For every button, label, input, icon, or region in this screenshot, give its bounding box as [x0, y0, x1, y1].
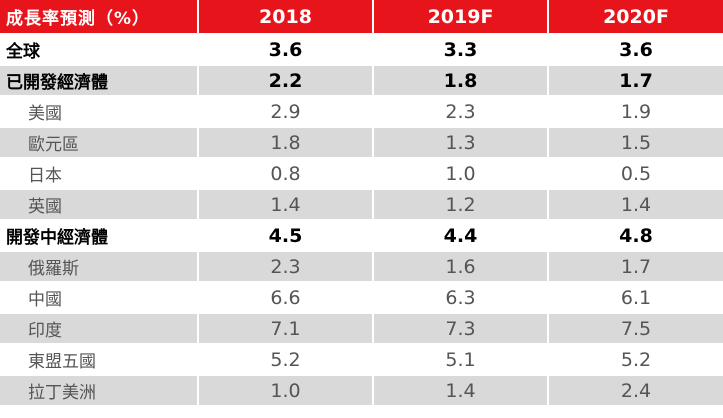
value-2018: 2.3 — [198, 251, 374, 283]
value-2019f: 3.3 — [373, 34, 549, 66]
value-2020f: 1.5 — [548, 127, 723, 159]
value-2020f: 1.7 — [548, 251, 723, 283]
table-row-latin-america: 拉丁美洲 1.0 1.4 2.4 — [0, 375, 723, 407]
row-label: 日本 — [0, 158, 199, 190]
value-2020f: 1.9 — [548, 96, 723, 128]
value-2020f: 4.8 — [548, 220, 723, 252]
value-2018: 6.6 — [198, 282, 374, 314]
value-2019f: 1.8 — [373, 65, 549, 97]
row-label: 拉丁美洲 — [0, 375, 199, 407]
table-row-eurozone: 歐元區 1.8 1.3 1.5 — [0, 127, 723, 159]
growth-forecast-table: 成長率預測（%） 2018 2019F 2020F 全球 3.6 3.3 3.6… — [0, 0, 723, 407]
value-2018: 2.9 — [198, 96, 374, 128]
value-2018: 1.8 — [198, 127, 374, 159]
value-2018: 4.5 — [198, 220, 374, 252]
value-2020f: 1.4 — [548, 189, 723, 221]
header-row: 成長率預測（%） 2018 2019F 2020F — [0, 0, 723, 35]
row-label: 俄羅斯 — [0, 251, 199, 283]
value-2018: 2.2 — [198, 65, 374, 97]
row-label: 東盟五國 — [0, 344, 199, 376]
table-row-china: 中國 6.6 6.3 6.1 — [0, 282, 723, 314]
table-row-india: 印度 7.1 7.3 7.5 — [0, 313, 723, 345]
value-2020f: 2.4 — [548, 375, 723, 407]
value-2019f: 1.0 — [373, 158, 549, 190]
row-label: 印度 — [0, 313, 199, 345]
table-row-japan: 日本 0.8 1.0 0.5 — [0, 158, 723, 190]
table-row-uk: 英國 1.4 1.2 1.4 — [0, 189, 723, 221]
row-label: 全球 — [0, 34, 199, 66]
table-row-russia: 俄羅斯 2.3 1.6 1.7 — [0, 251, 723, 283]
value-2018: 1.4 — [198, 189, 374, 221]
value-2019f: 7.3 — [373, 313, 549, 345]
table-row-developing-economies: 開發中經濟體 4.5 4.4 4.8 — [0, 220, 723, 252]
value-2019f: 1.6 — [373, 251, 549, 283]
value-2019f: 2.3 — [373, 96, 549, 128]
value-2018: 0.8 — [198, 158, 374, 190]
value-2019f: 6.3 — [373, 282, 549, 314]
table-row-asean5: 東盟五國 5.2 5.1 5.2 — [0, 344, 723, 376]
value-2020f: 3.6 — [548, 34, 723, 66]
value-2019f: 1.3 — [373, 127, 549, 159]
table-row-usa: 美國 2.9 2.3 1.9 — [0, 96, 723, 128]
value-2018: 1.0 — [198, 375, 374, 407]
value-2019f: 5.1 — [373, 344, 549, 376]
row-label: 英國 — [0, 189, 199, 221]
value-2018: 5.2 — [198, 344, 374, 376]
value-2019f: 1.4 — [373, 375, 549, 407]
value-2020f: 7.5 — [548, 313, 723, 345]
value-2020f: 0.5 — [548, 158, 723, 190]
row-label: 中國 — [0, 282, 199, 314]
row-label: 已開發經濟體 — [0, 65, 199, 97]
value-2020f: 1.7 — [548, 65, 723, 97]
header-year-2018: 2018 — [198, 0, 374, 35]
table-row-global: 全球 3.6 3.3 3.6 — [0, 34, 723, 66]
header-year-2020f: 2020F — [548, 0, 723, 35]
row-label: 歐元區 — [0, 127, 199, 159]
table-row-advanced-economies: 已開發經濟體 2.2 1.8 1.7 — [0, 65, 723, 97]
value-2019f: 4.4 — [373, 220, 549, 252]
value-2018: 3.6 — [198, 34, 374, 66]
header-label: 成長率預測（%） — [0, 0, 199, 35]
value-2020f: 6.1 — [548, 282, 723, 314]
value-2020f: 5.2 — [548, 344, 723, 376]
header-year-2019f: 2019F — [373, 0, 549, 35]
row-label: 美國 — [0, 96, 199, 128]
row-label: 開發中經濟體 — [0, 220, 199, 252]
value-2019f: 1.2 — [373, 189, 549, 221]
value-2018: 7.1 — [198, 313, 374, 345]
